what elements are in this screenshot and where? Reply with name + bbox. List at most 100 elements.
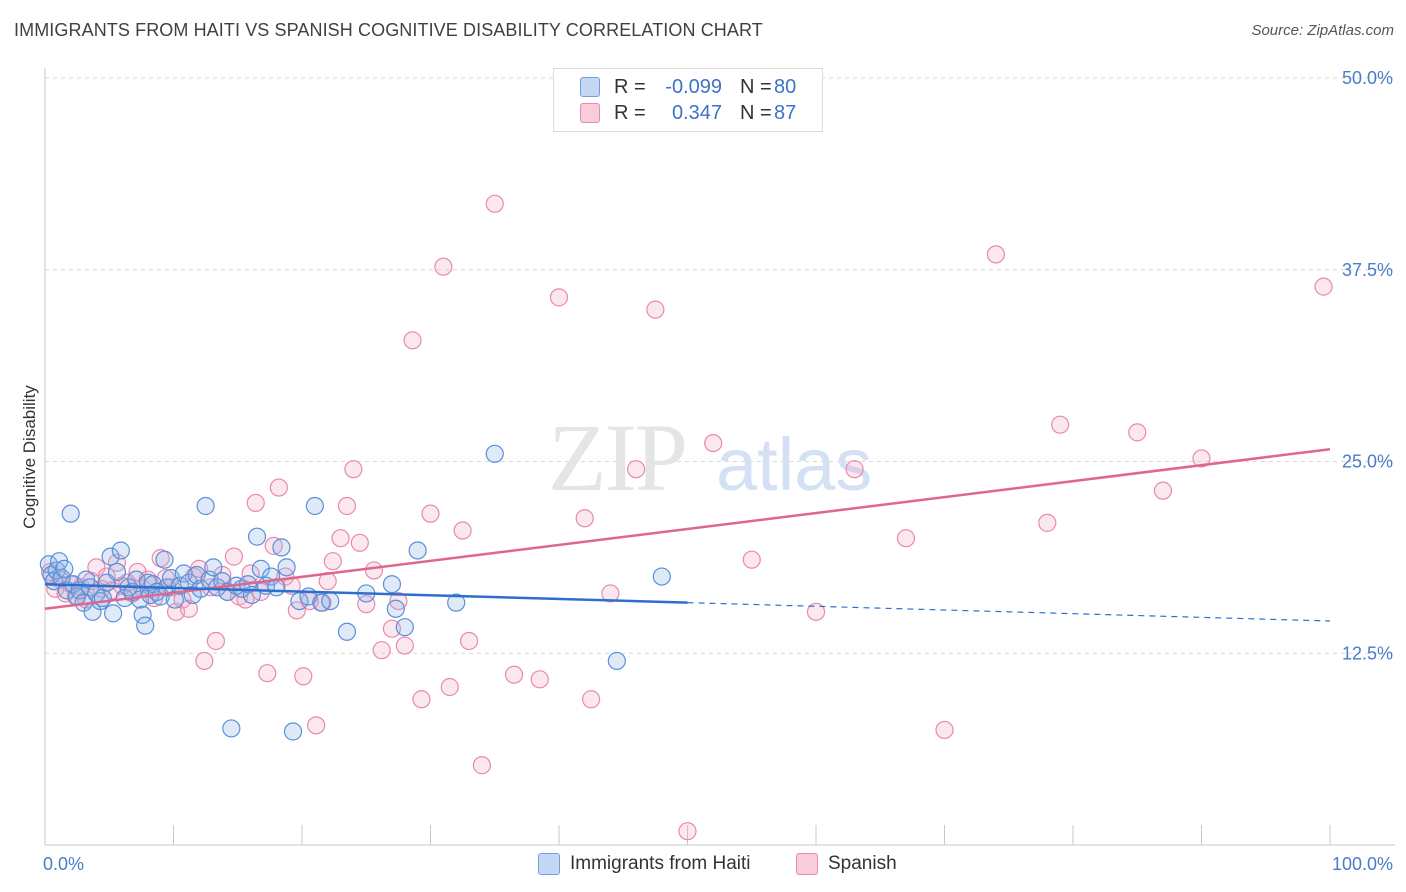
y-tick-label: 37.5%: [1342, 260, 1393, 280]
legend-r-label: R =: [614, 101, 646, 124]
haiti-point: [607, 651, 626, 671]
bottom-legend-haiti: Immigrants from Haiti: [538, 852, 751, 876]
legend-n-label: N =: [740, 75, 772, 98]
spanish-point: [331, 529, 350, 548]
legend-row-spanish: R = 0.347 N = 87: [580, 101, 796, 125]
haiti-point: [277, 558, 296, 577]
spanish-point: [582, 690, 601, 709]
haiti-point: [107, 562, 127, 582]
haiti-point: [55, 559, 74, 578]
legend-row-haiti: R = -0.099 N = 80: [580, 75, 796, 99]
spanish-point: [472, 756, 491, 775]
haiti-point: [408, 541, 427, 560]
haiti-trend-extension: [687, 602, 1331, 622]
haiti-point: [155, 550, 174, 569]
legend-n-label: N =: [740, 101, 772, 124]
spanish-point: [357, 595, 376, 614]
spanish-point: [258, 664, 277, 683]
spanish-point: [704, 433, 723, 453]
haiti-point: [133, 605, 152, 625]
spanish-point: [269, 478, 288, 497]
spanish-point: [530, 670, 549, 689]
haiti-point: [337, 622, 357, 641]
haiti-point: [104, 604, 123, 623]
spanish-point: [459, 631, 479, 651]
spanish-point: [1192, 449, 1211, 468]
spanish-point: [453, 521, 472, 540]
tick-labels: 12.5% 25.0% 37.5% 50.0% 0.0% 100.0%: [43, 68, 1393, 874]
watermark-atlas: atlas: [716, 423, 872, 506]
haiti-point: [283, 722, 303, 741]
haiti-point: [247, 527, 267, 546]
spanish-point: [742, 550, 761, 569]
spanish-point: [246, 493, 265, 513]
haiti-point: [196, 496, 215, 516]
spanish-point: [195, 651, 214, 671]
legend-n-value: 87: [774, 101, 797, 124]
legend-r-value: -0.099: [665, 75, 722, 98]
spanish-point: [224, 547, 243, 566]
spanish-point: [395, 636, 414, 655]
spanish-point: [646, 300, 665, 319]
haiti-point: [101, 547, 120, 566]
bottom-legend-spanish: Spanish: [796, 852, 897, 876]
series-spanish: [41, 194, 1333, 841]
spanish-point: [485, 194, 504, 213]
haiti-point: [111, 541, 130, 560]
haiti-point: [305, 496, 324, 516]
haiti-point: [321, 591, 340, 611]
watermark: ZIP atlas: [548, 404, 872, 511]
spanish-point: [337, 496, 357, 516]
spanish-point: [344, 460, 363, 479]
spanish-point: [403, 331, 422, 350]
spanish-point: [372, 641, 391, 660]
spanish-point: [421, 504, 440, 523]
legend-r-label: R =: [614, 75, 646, 98]
haiti-point: [61, 504, 80, 523]
spanish-point: [1038, 513, 1057, 532]
spanish-point: [986, 245, 1006, 264]
spanish-point: [434, 257, 453, 276]
haiti-point: [382, 575, 402, 594]
axes: [44, 68, 1395, 846]
spanish-point: [601, 584, 620, 603]
haiti-point: [93, 588, 112, 608]
legend-n-value: 80: [774, 75, 797, 98]
watermark-zip: ZIP: [548, 404, 686, 511]
spanish-point: [1051, 415, 1070, 434]
spanish-point: [87, 558, 106, 577]
y-axis-label: Cognitive Disability: [20, 385, 39, 529]
chart-source: Source: ZipAtlas.com: [1251, 22, 1394, 39]
spanish-point: [549, 288, 569, 307]
haiti-point: [204, 558, 223, 577]
spanish-point: [504, 665, 524, 684]
spanish-point: [350, 533, 369, 552]
legend-swatch-blue: [580, 77, 600, 97]
haiti-trend-line: [44, 582, 688, 604]
x-tick-label: 0.0%: [43, 854, 84, 874]
bottom-swatch-pink: [796, 853, 818, 875]
spanish-point: [307, 716, 326, 735]
haiti-point: [272, 538, 291, 557]
haiti-point: [222, 719, 241, 738]
haiti-point: [251, 559, 270, 578]
bottom-legend-label: Immigrants from Haiti: [570, 853, 751, 874]
spanish-point: [806, 602, 826, 621]
haiti-point: [136, 616, 155, 635]
spanish-point: [412, 690, 431, 709]
haiti-point: [386, 599, 405, 618]
haiti-point: [447, 593, 466, 612]
spanish-point: [935, 720, 954, 740]
spanish-trend-line: [44, 447, 1331, 611]
haiti-point: [127, 570, 146, 589]
y-tick-label: 50.0%: [1342, 68, 1393, 88]
spanish-point: [323, 552, 342, 571]
spanish-point: [264, 536, 283, 555]
chart-title: IMMIGRANTS FROM HAITI VS SPANISH COGNITI…: [14, 20, 763, 40]
spanish-point: [575, 509, 594, 528]
x-tick-label: 100.0%: [1332, 854, 1393, 874]
spanish-point: [678, 822, 697, 841]
spanish-point: [626, 460, 646, 479]
legend: R = -0.099 N = 80 R = 0.347 N = 87: [553, 68, 823, 132]
